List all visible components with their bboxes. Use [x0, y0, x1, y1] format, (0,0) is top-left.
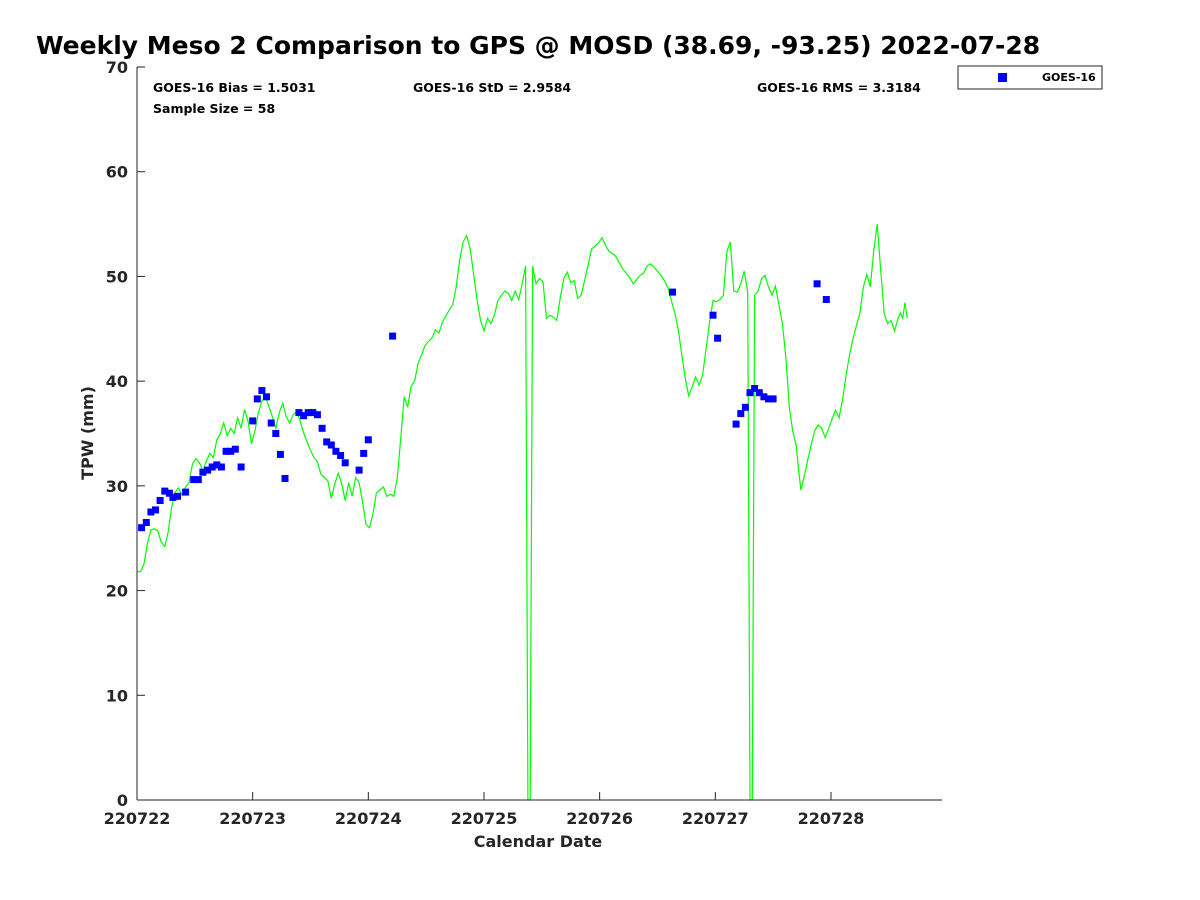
goes16-point: [222, 447, 230, 455]
goes16-point: [276, 450, 284, 458]
goes16-point: [309, 409, 317, 417]
plot-frame-fill: [137, 67, 942, 800]
goes16-point: [272, 430, 280, 437]
x-tick-label: 220723: [219, 809, 286, 828]
goes16-point: [709, 311, 717, 319]
x-tick-label: 220725: [451, 809, 518, 828]
goes16-point: [258, 387, 266, 395]
goes16-point: [323, 438, 331, 446]
legend-label-goes16: GOES-16: [1042, 71, 1096, 84]
goes16-point: [152, 506, 159, 514]
goes16-point: [231, 445, 239, 453]
stat-bias: GOES-16 Bias = 1.5031: [153, 80, 315, 95]
legend-marker-goes16: [998, 73, 1007, 82]
goes16-point: [217, 463, 225, 471]
y-axis-label: TPW (mm): [78, 386, 97, 480]
goes16-point: [364, 436, 372, 444]
x-tick-label: 220722: [104, 809, 171, 828]
goes16-point: [204, 466, 212, 474]
x-tick-label: 220726: [566, 809, 633, 828]
goes16-point: [174, 492, 181, 500]
y-tick-label: 70: [106, 58, 128, 77]
x-tick-label: 220724: [335, 809, 402, 828]
y-tick-label: 10: [106, 686, 128, 705]
y-tick-label: 60: [106, 163, 128, 182]
y-ticks: 0 10 20 30 40 50 60 70: [106, 58, 145, 810]
goes16-point: [669, 288, 676, 296]
goes16-point: [389, 332, 397, 340]
goes16-point: [267, 419, 275, 427]
goes16-point: [313, 411, 321, 419]
legend: GOES-16: [957, 65, 1103, 90]
goes16-series: [138, 280, 830, 532]
goes16-point: [295, 409, 303, 417]
goes16-point: [156, 497, 164, 504]
y-tick-label: 50: [106, 267, 128, 286]
goes16-point: [165, 489, 173, 497]
goes16-point: [751, 385, 759, 392]
goes16-point: [194, 476, 202, 484]
goes16-point: [208, 463, 216, 471]
goes16-point: [199, 468, 207, 476]
goes16-point: [760, 393, 768, 401]
goes16-point: [337, 452, 345, 459]
goes16-point: [147, 508, 155, 516]
x-axis-label: Calendar Date: [474, 832, 603, 851]
goes16-point: [746, 389, 754, 397]
y-tick-label: 20: [106, 582, 128, 601]
goes16-point: [737, 410, 745, 418]
goes16-point: [341, 459, 349, 467]
goes16-point: [213, 461, 221, 469]
goes16-point: [237, 463, 245, 471]
goes16-point: [161, 487, 169, 495]
goes16-point: [332, 447, 340, 455]
goes16-point: [190, 476, 198, 484]
goes16-point: [355, 466, 363, 474]
goes16-point: [769, 395, 777, 403]
chart-title: Weekly Meso 2 Comparison to GPS @ MOSD (…: [36, 31, 1040, 60]
goes16-point: [327, 441, 335, 449]
y-tick-label: 0: [117, 791, 128, 810]
goes16-point: [813, 280, 821, 288]
goes16-point: [714, 334, 722, 342]
goes16-point: [822, 296, 830, 303]
goes16-point: [360, 449, 368, 457]
stat-rms: GOES-16 RMS = 3.3184: [757, 80, 921, 95]
goes16-point: [253, 395, 261, 403]
legend-box: [957, 65, 1103, 90]
y-tick-label: 40: [106, 372, 128, 391]
goes16-point: [249, 417, 257, 425]
goes16-point: [300, 412, 308, 420]
goes16-point: [741, 403, 749, 411]
x-ticks: 220722 220723 220724 220725 220726 220727 2207…: [104, 792, 865, 828]
plot-area: 0 10 20 30 40 50 60 70 220722 220723 220724 220725…: [104, 58, 942, 828]
goes16-point: [142, 519, 150, 526]
y-tick-label: 30: [106, 477, 128, 496]
goes16-point: [227, 447, 235, 455]
goes16-point: [138, 524, 146, 532]
x-tick-label: 220727: [682, 809, 749, 828]
goes16-point: [318, 424, 326, 432]
goes16-point: [169, 493, 177, 501]
stat-std: GOES-16 StD = 2.9584: [413, 80, 571, 95]
goes16-point: [732, 420, 740, 428]
goes16-point: [765, 395, 772, 403]
x-tick-label: 220728: [798, 809, 865, 828]
goes16-point: [304, 409, 312, 417]
goes16-point: [182, 488, 190, 496]
goes16-point: [281, 475, 289, 482]
goes16-point: [755, 389, 763, 397]
goes16-point: [263, 393, 270, 401]
stat-sample-size: Sample Size = 58: [153, 101, 275, 116]
